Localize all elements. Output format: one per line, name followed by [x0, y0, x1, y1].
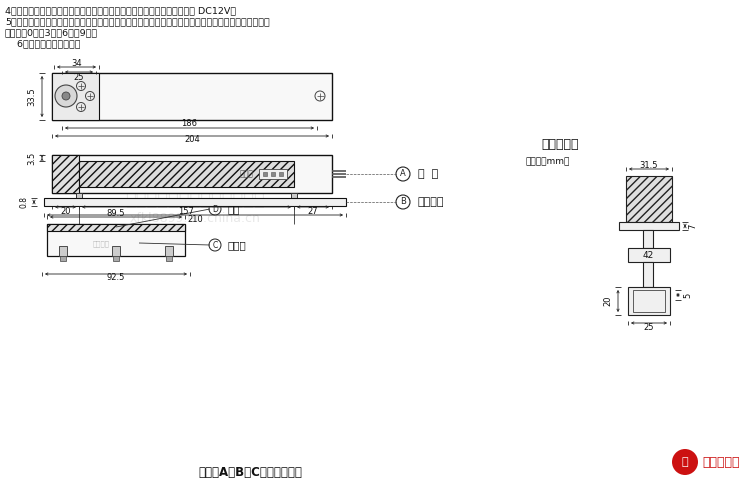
Bar	[60, 256, 66, 261]
Text: 3.5: 3.5	[28, 151, 37, 165]
Text: 42: 42	[642, 251, 653, 259]
Bar	[79, 161, 294, 187]
Circle shape	[672, 449, 698, 475]
Text: 157: 157	[178, 207, 194, 215]
Bar	[59, 246, 67, 256]
Text: 成: 成	[682, 457, 688, 467]
Bar	[628, 287, 670, 315]
Text: 6、结构安装（图五）：: 6、结构安装（图五）：	[5, 40, 80, 48]
Text: xfkl8899.en.china.cn: xfkl8899.en.china.cn	[130, 212, 260, 225]
Text: 4、电插锁电路安装示意图（图三）：在安装时接到电锁的电压一定要达到 DC12V。: 4、电插锁电路安装示意图（图三）：在安装时接到电锁的电压一定要达到 DC12V。	[5, 6, 236, 15]
Bar	[279, 172, 283, 176]
Bar	[165, 246, 173, 256]
Bar	[291, 193, 297, 201]
Circle shape	[55, 85, 77, 107]
Text: 92.5: 92.5	[106, 273, 125, 283]
Text: 扣板座: 扣板座	[228, 240, 247, 250]
Text: 辅压锁扳: 辅压锁扳	[92, 241, 110, 247]
Text: 安装示意图: 安装示意图	[542, 138, 579, 151]
Circle shape	[62, 92, 70, 100]
Bar	[626, 176, 672, 222]
Text: A: A	[400, 169, 406, 179]
Text: B: B	[400, 197, 406, 207]
Bar	[633, 290, 665, 312]
Text: 210: 210	[188, 214, 202, 224]
Text: 34: 34	[71, 59, 82, 67]
Text: 不锈钢片: 不锈钢片	[418, 197, 445, 207]
Text: D: D	[212, 205, 218, 213]
Bar	[47, 224, 185, 231]
Text: 共有四档0秒、3秒、6秒、9秒。: 共有四档0秒、3秒、6秒、9秒。	[5, 29, 98, 37]
Text: 5: 5	[683, 292, 692, 298]
Bar	[47, 224, 185, 256]
Bar	[259, 169, 287, 179]
Text: 25: 25	[74, 74, 84, 82]
Text: 扣板: 扣板	[228, 204, 241, 214]
Text: C: C	[212, 241, 217, 249]
Bar	[263, 172, 267, 176]
Text: 31.5: 31.5	[640, 161, 658, 169]
Bar	[643, 262, 653, 287]
Bar	[44, 198, 346, 206]
Bar	[52, 155, 79, 193]
Bar	[52, 73, 99, 120]
Text: 204: 204	[184, 136, 200, 145]
Text: 186: 186	[182, 120, 197, 128]
Text: 25: 25	[644, 322, 654, 332]
Text: 锁  体: 锁 体	[418, 169, 438, 179]
Bar	[619, 222, 679, 230]
Bar	[113, 256, 119, 261]
Text: 33.5: 33.5	[28, 87, 37, 106]
Text: 5、自动上锁延时的调整跳线，设在电插锁的中部，调整跳针可改变上锁的延时时间，设置方法如图四，: 5、自动上锁延时的调整跳线，设在电插锁的中部，调整跳针可改变上锁的延时时间，设置…	[5, 17, 270, 27]
Text: （单位：mm）: （单位：mm）	[526, 157, 570, 166]
Text: 89.5: 89.5	[106, 209, 125, 217]
Bar	[52, 73, 332, 120]
Bar	[628, 248, 670, 262]
Bar	[643, 230, 653, 248]
Text: 延时器: 延时器	[240, 169, 254, 179]
Bar	[166, 256, 172, 261]
Text: 电插锁A、B、C型外形尺寸图: 电插锁A、B、C型外形尺寸图	[198, 466, 302, 479]
Text: 东莞市凤岗创达电动门经营部: 东莞市凤岗创达电动门经营部	[125, 191, 265, 209]
Text: 成都钢铁网: 成都钢铁网	[702, 455, 740, 469]
Text: 27: 27	[308, 207, 318, 215]
Bar	[112, 246, 120, 256]
Bar	[271, 172, 275, 176]
Text: 0.8: 0.8	[20, 196, 28, 208]
Text: 7: 7	[688, 223, 698, 228]
Text: 20: 20	[60, 207, 70, 215]
Bar	[52, 155, 332, 193]
Text: 20: 20	[604, 296, 613, 306]
Bar	[76, 193, 82, 201]
